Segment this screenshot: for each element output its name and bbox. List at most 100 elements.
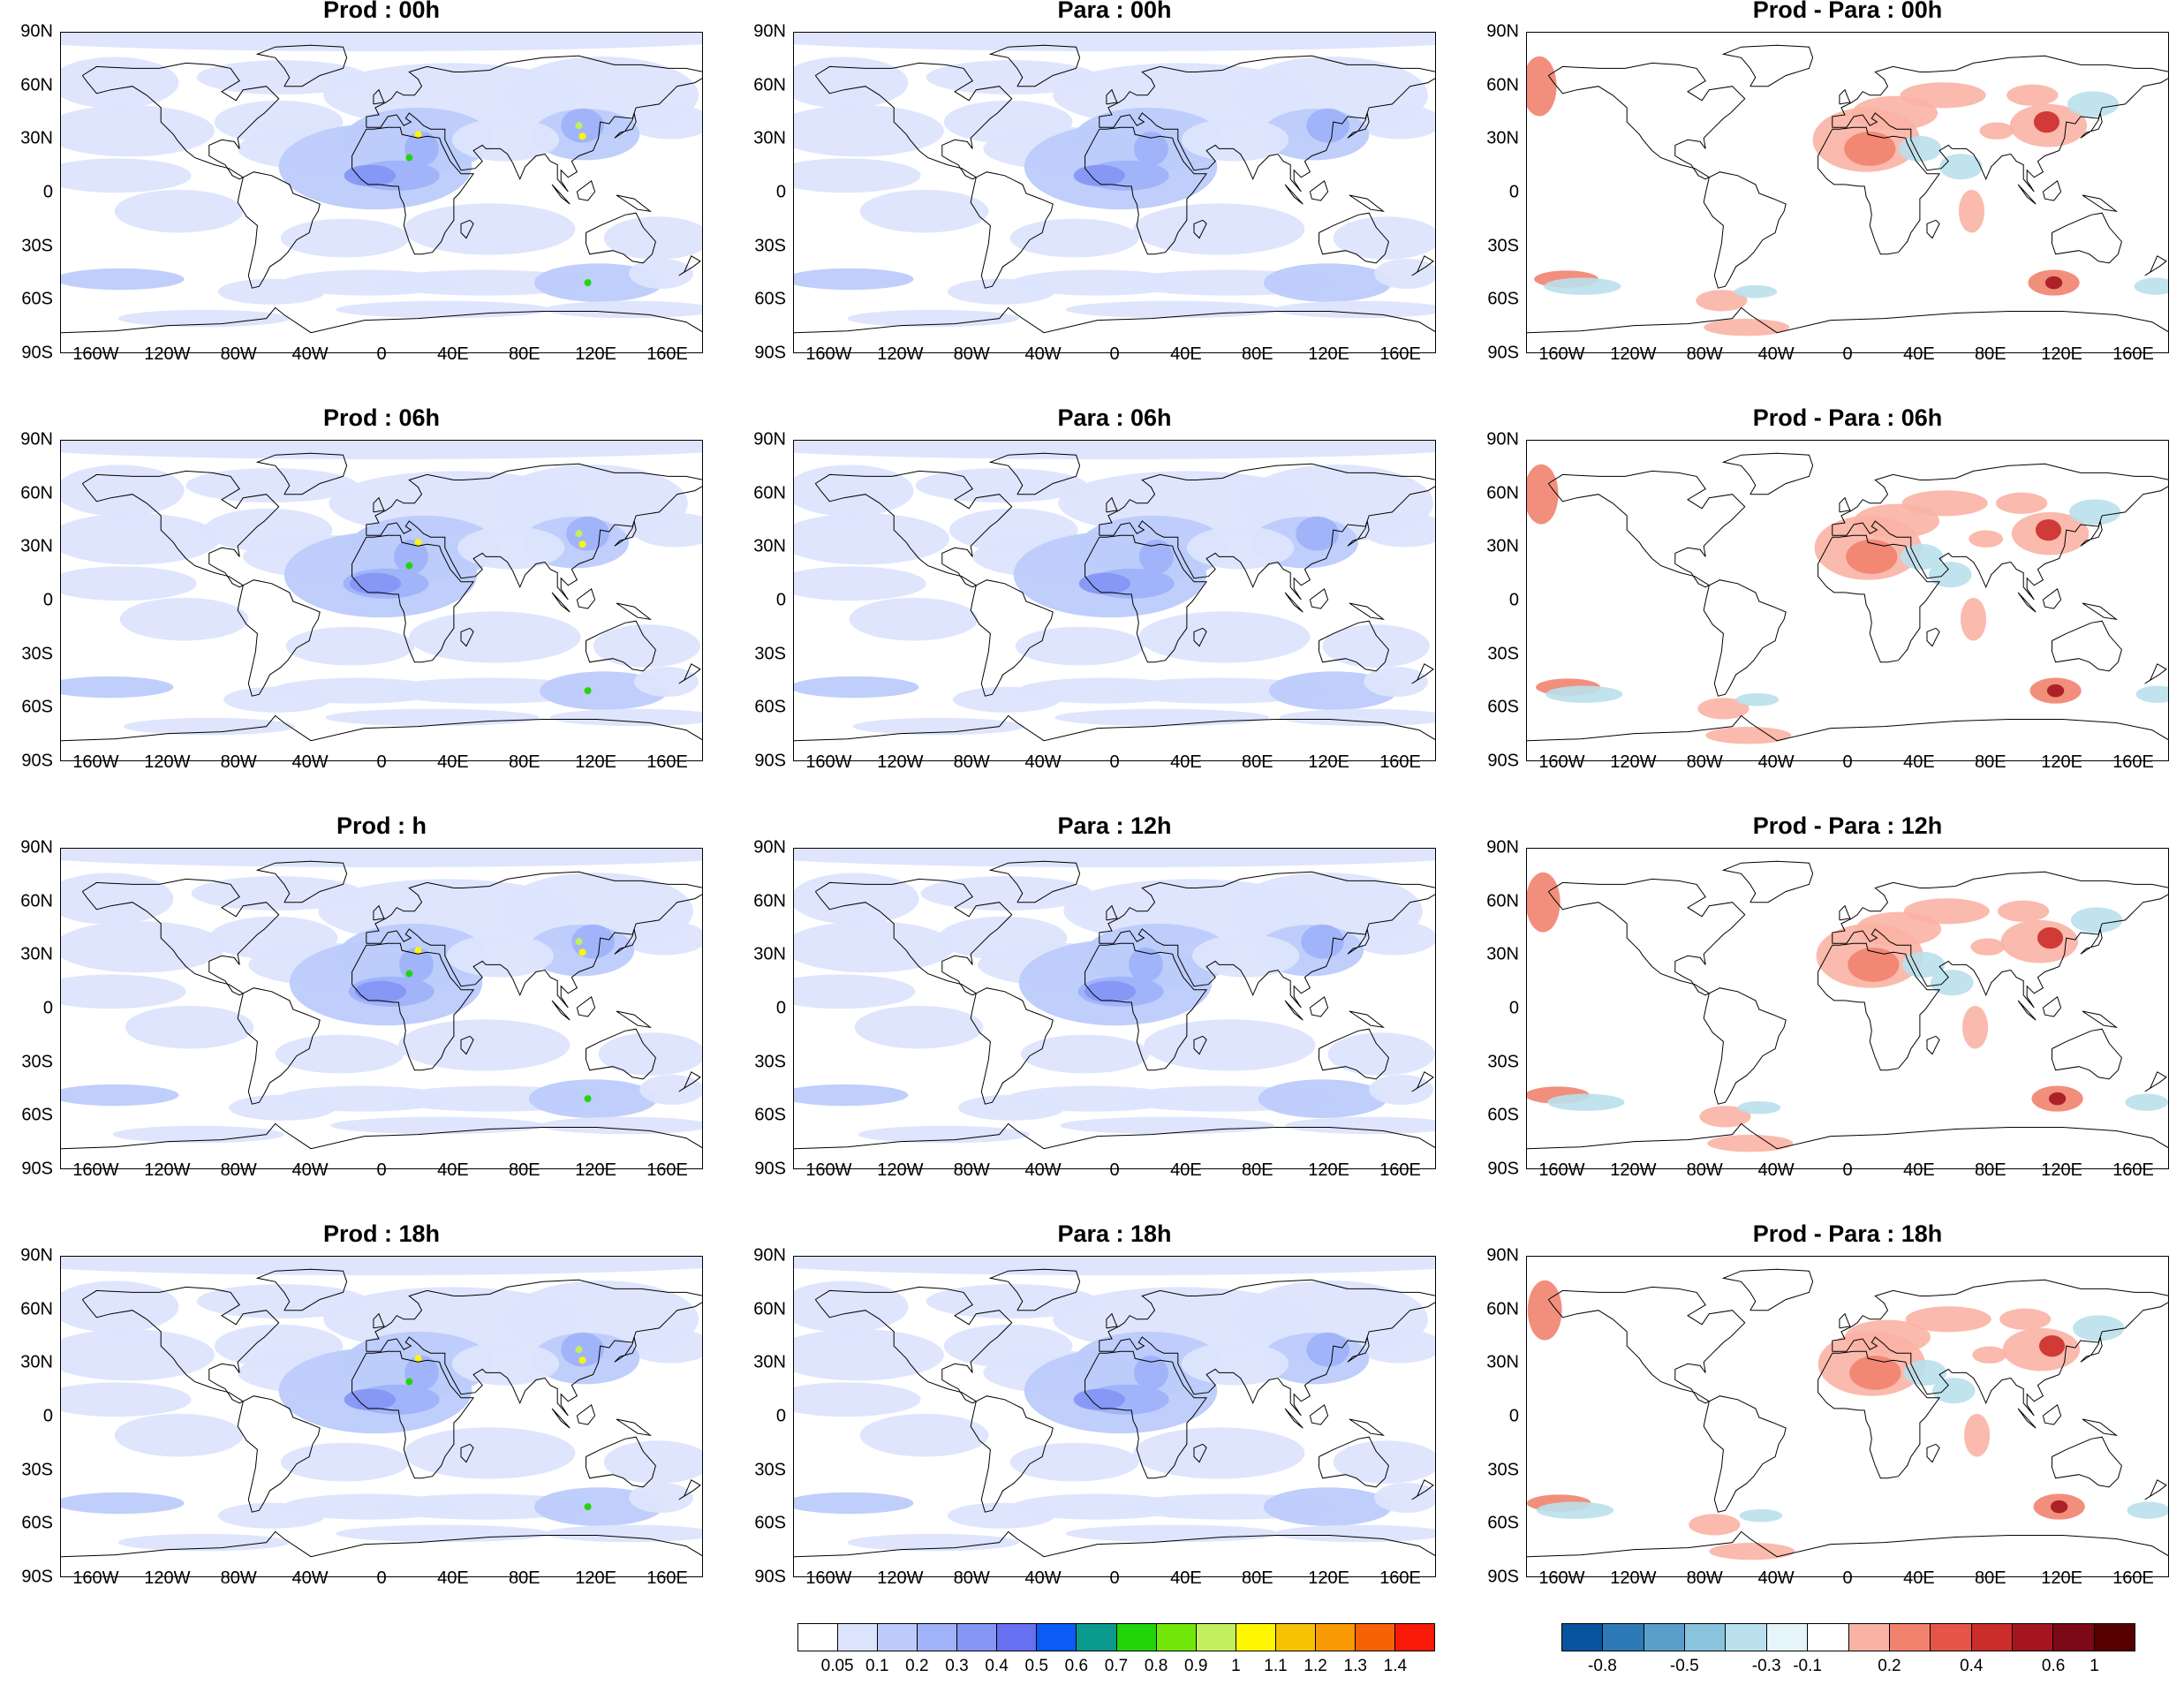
longitude-label: 160W — [1538, 1160, 1585, 1180]
field-hotspot — [584, 687, 592, 695]
longitude-label: 0 — [376, 752, 387, 772]
field-shading-region — [1078, 572, 1130, 594]
latitude-label: 0 — [1508, 998, 1519, 1018]
colorbar-swatch — [1685, 1624, 1727, 1651]
longitude-label: 40W — [1757, 752, 1795, 772]
colorbar-label: -0.3 — [1751, 1657, 1781, 1675]
difference-shading-region — [1705, 726, 1792, 744]
colorbar-swatch — [1889, 1624, 1931, 1651]
field-hotspot — [414, 131, 422, 139]
difference-shading-region — [1527, 56, 1557, 117]
latitude-label: 60N — [1486, 891, 1519, 911]
map-panel: Prod : h 90N 60N 30N 0 30S 60S 90S 160W 120W 80W 40… — [0, 812, 703, 1222]
latitude-label: 90S — [754, 1159, 786, 1179]
longitude-label: 80E — [1974, 1160, 2006, 1180]
coastline — [373, 88, 385, 105]
coastline — [373, 904, 385, 921]
longitude-label: 0 — [1109, 1568, 1120, 1588]
difference-shading-region — [1844, 1319, 1931, 1355]
coastline — [586, 1436, 656, 1488]
map-frame — [1526, 440, 2169, 761]
longitude-label: 0 — [376, 1568, 387, 1588]
longitude-label: 160W — [72, 1160, 119, 1180]
field-shading-region — [1306, 1332, 1349, 1367]
difference-shading-region — [1932, 1378, 1976, 1404]
coastline — [81, 1286, 280, 1404]
panel-title: Prod : h — [336, 812, 427, 839]
field-shading-region — [1054, 708, 1269, 727]
coastline — [1839, 88, 1851, 105]
field-shading-region — [61, 33, 702, 52]
latitude-label: 90S — [1487, 1567, 1519, 1587]
field-shading-region — [1020, 1034, 1150, 1074]
field-shading-region — [794, 974, 916, 1009]
coastline — [460, 1443, 474, 1463]
latitude-label: 90N — [1486, 21, 1519, 42]
map-panel: Prod : 06h 90N 60N 30N 0 30S 60S 90S 160W 120W 80W… — [0, 404, 703, 814]
longitude-label: 160E — [2112, 344, 2154, 364]
field-shading-region — [1138, 611, 1311, 663]
coastline — [255, 860, 348, 903]
coastline — [366, 1279, 702, 1417]
field-shading-region — [1263, 263, 1393, 302]
coastline — [1547, 62, 1746, 180]
latitude-label: 60N — [20, 891, 53, 911]
difference-shading-region — [1527, 872, 1561, 933]
field-shading-region — [1322, 624, 1430, 668]
longitude-label: 40W — [291, 344, 329, 364]
colorbar-swatch — [1603, 1624, 1644, 1651]
field-shading-region — [1285, 1116, 1435, 1135]
latitude-label: 30N — [20, 536, 53, 556]
longitude-label: 40W — [291, 752, 329, 772]
coastline — [351, 1350, 475, 1479]
colorbar-swatch — [918, 1624, 958, 1651]
coastline — [794, 1530, 1435, 1558]
longitude-label: 80E — [1241, 344, 1273, 364]
coastline — [1411, 1479, 1434, 1500]
difference-shading-region — [1998, 900, 2050, 922]
coastline — [1084, 534, 1208, 663]
field-hotspot — [414, 539, 422, 547]
field-hotspot — [578, 132, 586, 140]
coastline — [1309, 587, 1329, 609]
longitude-label: 40W — [1757, 1568, 1795, 1588]
field-shading-region — [1139, 540, 1174, 574]
coastline — [237, 579, 321, 697]
field-shading-region — [61, 974, 186, 1009]
coastline — [1193, 1035, 1207, 1055]
field-shading-region — [627, 104, 702, 140]
coastline — [1411, 663, 1434, 684]
colorbar-swatch — [2012, 1624, 2054, 1651]
field-shading-region — [794, 873, 919, 925]
field-shading-region — [598, 1032, 702, 1076]
field-shading-region — [404, 1356, 439, 1390]
coastline — [2017, 592, 2037, 613]
coastline — [1099, 55, 1435, 193]
longitude-label: 160W — [805, 1568, 852, 1588]
difference-shading-region — [1900, 543, 1944, 570]
coastline — [814, 1286, 1013, 1404]
latitude-label: 60N — [20, 483, 53, 503]
map-canvas — [794, 849, 1435, 1168]
difference-shading-region — [1737, 1100, 1781, 1115]
difference-shading-region — [1689, 1514, 1741, 1536]
latitude-label: 0 — [1508, 1406, 1519, 1426]
difference-shading-region — [2067, 91, 2120, 117]
longitude-label: 120W — [144, 1568, 191, 1588]
field-shading-region — [528, 1079, 658, 1118]
coastline — [61, 1122, 702, 1150]
longitude-label: 0 — [376, 1160, 387, 1180]
map-canvas — [1527, 33, 2168, 352]
field-shading-region — [398, 1019, 571, 1071]
field-shading-region — [61, 158, 192, 193]
field-shading-region — [794, 441, 1435, 460]
colorbar-label: 0.2 — [1878, 1657, 1901, 1675]
difference-shading-region — [2125, 1093, 2168, 1111]
coastline — [614, 112, 637, 139]
field-shading-region — [858, 1125, 1030, 1144]
latitude-label: 60N — [753, 891, 786, 911]
longitude-label: 160E — [2112, 1568, 2154, 1588]
longitude-label: 80E — [1241, 1160, 1273, 1180]
latitude-label: 60S — [1487, 289, 1519, 309]
latitude-label: 90N — [753, 837, 786, 858]
